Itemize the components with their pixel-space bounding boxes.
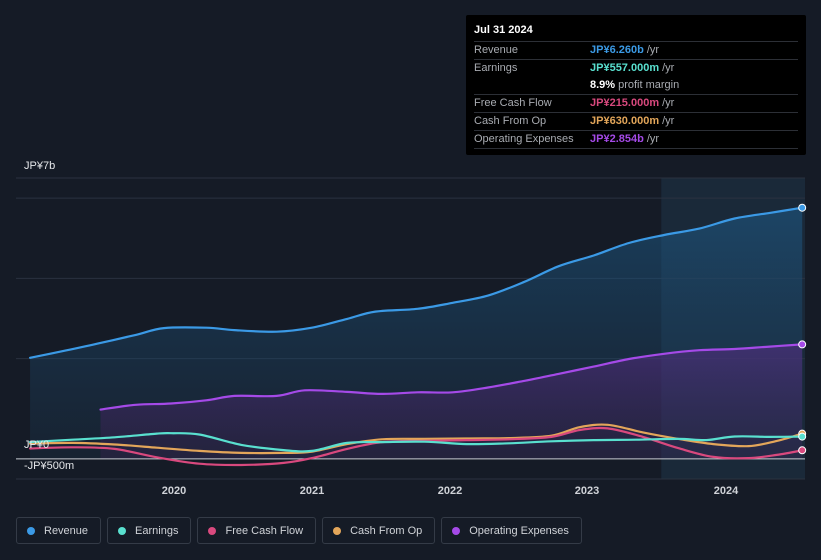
y-axis-zero-label: JP¥0 (24, 439, 50, 451)
tooltip-label: Revenue (474, 44, 519, 56)
operating-expenses-line (99, 343, 804, 411)
legend-label: Free Cash Flow (225, 524, 304, 537)
legend-item-revenue[interactable]: Revenue (16, 517, 102, 544)
tooltip-unit: /yr (662, 115, 675, 127)
earnings-end-point (798, 432, 807, 441)
legend-dot-icon (333, 526, 342, 535)
free-cash-flow-end-point (798, 446, 807, 455)
tooltip-label: Cash From Op (474, 115, 547, 127)
tooltip-row-revenue: Revenue JP¥6.260b /yr (474, 42, 798, 60)
x-tick-2023: 2023 (574, 485, 600, 497)
tooltip-date: Jul 31 2024 (474, 23, 798, 42)
tooltip-unit: /yr (646, 44, 660, 56)
revenue-end-point (798, 203, 807, 212)
legend-label: Earnings (135, 524, 179, 537)
legend-dot-icon (208, 526, 217, 535)
data-tooltip: Jul 31 2024 Revenue JP¥6.260b /yr Earnin… (466, 15, 806, 155)
tooltip-unit: /yr (646, 133, 660, 145)
x-tick-2021: 2021 (299, 485, 325, 497)
y-axis-negative-label: -JP¥500m (24, 460, 75, 472)
legend-item-earnings[interactable]: Earnings (107, 517, 192, 544)
tooltip-unit: /yr (662, 62, 675, 74)
legend-dot-icon (452, 526, 461, 535)
tooltip-row-fcf: Free Cash Flow JP¥215.000m /yr (474, 95, 798, 113)
tooltip-value: JP¥630.000m (590, 115, 660, 127)
operating-expenses-end-point (798, 340, 807, 349)
x-tick-2020: 2020 (161, 485, 187, 497)
earnings-line (28, 432, 804, 453)
legend-label: Revenue (44, 524, 89, 537)
y-axis-top-label: JP¥7b (24, 160, 56, 172)
tooltip-row-cfo: Cash From Op JP¥630.000m /yr (474, 113, 798, 131)
legend-item-operating-expenses[interactable]: Operating Expenses (441, 517, 582, 544)
legend-item-free-cash-flow[interactable]: Free Cash Flow (197, 517, 317, 544)
x-tick-2024: 2024 (713, 485, 739, 497)
tooltip-label: Operating Expenses (474, 133, 574, 145)
tooltip-value: JP¥2.854b (590, 133, 644, 145)
tooltip-margin-value: 8.9% (590, 79, 616, 91)
tooltip-value: JP¥557.000m (590, 62, 660, 74)
tooltip-value: JP¥6.260b (590, 44, 644, 56)
tooltip-row-opex: Operating Expenses JP¥2.854b /yr (474, 131, 798, 149)
tooltip-row-margin: 8.9% profit margin (474, 77, 798, 95)
tooltip-label: Free Cash Flow (474, 97, 552, 109)
tooltip-value: JP¥215.000m (590, 97, 660, 109)
chart-area (16, 177, 807, 480)
legend-item-cash-from-op[interactable]: Cash From Op (322, 517, 436, 544)
opex-area (100, 344, 803, 459)
tooltip-margin-text: profit margin (618, 79, 680, 91)
chart-legend: Revenue Earnings Free Cash Flow Cash Fro… (16, 517, 582, 544)
legend-dot-icon (27, 526, 35, 535)
x-tick-2022: 2022 (437, 485, 463, 497)
cash-from-op-line (28, 423, 804, 455)
legend-label: Operating Expenses (469, 524, 569, 537)
tooltip-label: Earnings (474, 62, 518, 74)
legend-label: Cash From Op (350, 524, 423, 537)
legend-dot-icon (118, 526, 127, 535)
tooltip-row-earnings: Earnings JP¥557.000m /yr (474, 60, 798, 77)
tooltip-unit: /yr (662, 97, 675, 109)
revenue-line (28, 206, 804, 359)
free-cash-flow-line (28, 426, 804, 467)
